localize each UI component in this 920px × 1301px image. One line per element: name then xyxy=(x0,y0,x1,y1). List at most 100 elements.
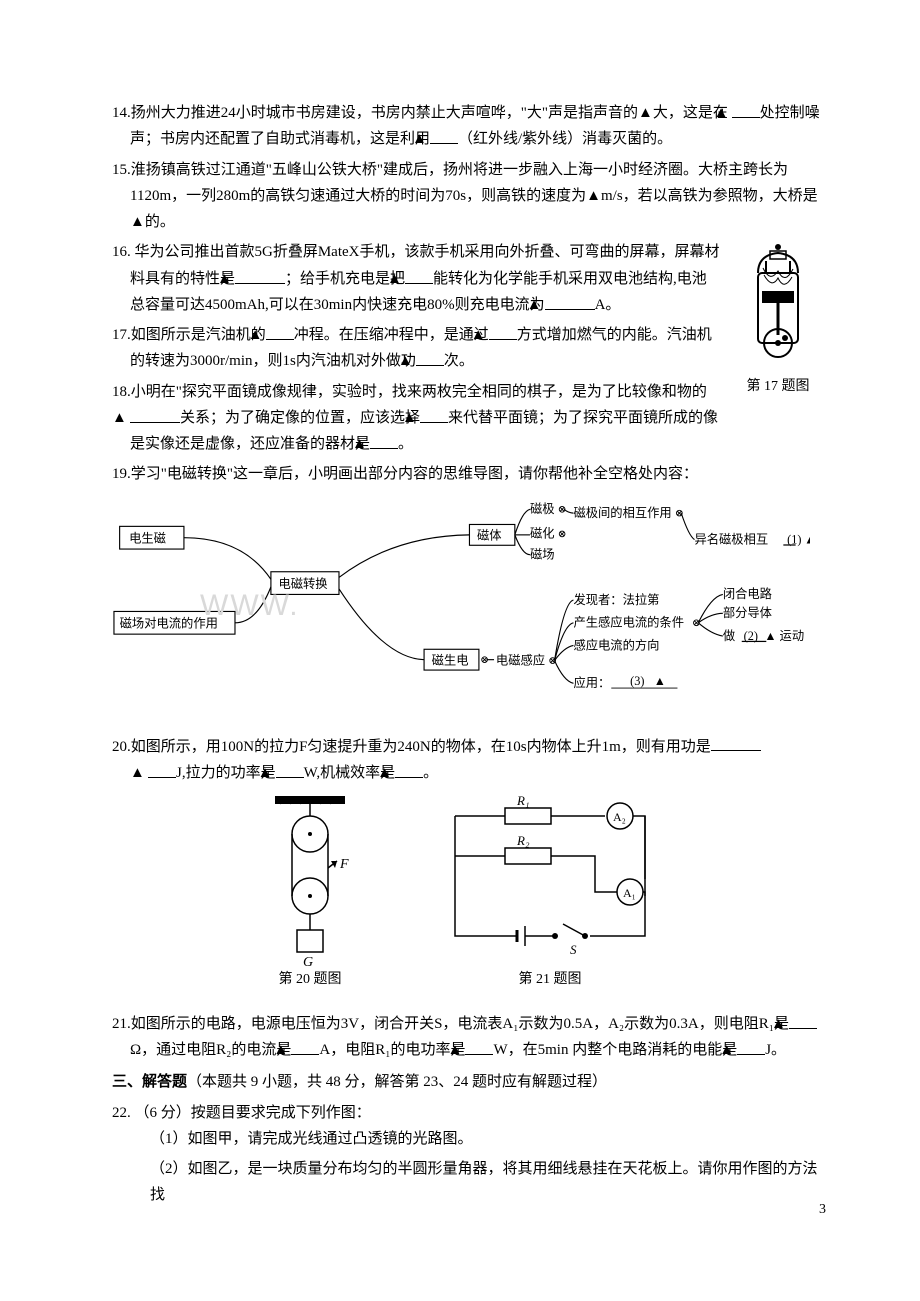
q21-c: A，电阻R₁的电功率是 xyxy=(319,1042,465,1058)
svg-text:电磁转换: 电磁转换 xyxy=(278,575,327,590)
pulley-icon: F G xyxy=(255,796,365,966)
blank-underline xyxy=(711,733,761,751)
q15-b: m/s，若以高铁为参照物，大桥是 xyxy=(601,188,818,204)
engine-icon xyxy=(730,243,826,363)
question-18: 18.小明在"探究平面镜成像规律，实验时，找来两枚完全相同的棋子，是为了比较像和… xyxy=(94,379,826,458)
blank-triangle: ▲ xyxy=(586,188,601,204)
q21-b: Ω，通过电阻R₂的电流是 xyxy=(130,1042,291,1058)
q22-text: （6 分）按题目要求完成下列作图： xyxy=(135,1105,371,1121)
blank-underline: ▲ xyxy=(370,431,398,449)
blank-underline: ▲ xyxy=(420,405,448,423)
blank-underline: ▲ xyxy=(276,760,304,778)
svg-text:闭合电路: 闭合电路 xyxy=(723,586,772,601)
svg-text:S: S xyxy=(570,942,577,957)
q20-a: 如图所示，用100N的拉力F匀速提升重为240N的物体，在10s内物体上升1m，… xyxy=(131,739,711,755)
question-22: 22. （6 分）按题目要求完成下列作图： （1）如图甲，请完成光线通过凸透镜的… xyxy=(94,1100,826,1209)
blank-underline: ▲ xyxy=(545,292,595,310)
q17-d: 次。 xyxy=(444,353,474,369)
blank-triangle: ▲ xyxy=(130,214,145,230)
q20-d: 。 xyxy=(423,765,438,781)
mindmap-diagram: .node-box { fill: #fff; stroke: #000; st… xyxy=(110,498,810,715)
q20-caption: 第 20 题图 xyxy=(279,968,342,993)
svg-text:F: F xyxy=(339,857,349,872)
svg-text:R₂: R₂ xyxy=(516,833,530,848)
blank-underline: ▲ xyxy=(737,1037,765,1055)
q21-e: J。 xyxy=(765,1042,786,1058)
blank-underline: ▲ xyxy=(465,1037,493,1055)
svg-text:(1): (1) xyxy=(787,532,801,546)
q22-num: 22. xyxy=(112,1105,131,1121)
section-3-title: 三、解答题 xyxy=(112,1074,187,1090)
section-3-heading: 三、解答题（本题共 9 小题，共 48 分，解答第 23、24 题时应有解题过程… xyxy=(112,1069,826,1095)
blank-underline: ▲ xyxy=(148,760,176,778)
blank-underline: ▲ xyxy=(291,1037,319,1055)
question-14: 14.扬州大力推进24小时城市书房建设，书房内禁止大声喧哗，"大"声是指声音的▲… xyxy=(94,100,826,153)
question-17: 17.如图所示是汽油机的▲冲程。在压缩冲程中，是通过▲方式增加燃气的内能。汽油机… xyxy=(94,322,826,375)
svg-text:感应电流的方向: 感应电流的方向 xyxy=(573,637,659,652)
page-number: 3 xyxy=(819,1198,826,1223)
q19-num: 19. xyxy=(112,466,131,482)
figures-row: F G 第 20 题图 xyxy=(94,796,826,993)
question-16: 16. 华为公司推出首款5G折叠屏MateX手机，该款手机采用向外折叠、可弯曲的… xyxy=(94,239,826,318)
q22-sub2: （2）如图乙，是一块质量分布均匀的半圆形量角器，将其用细线悬挂在天花板上。请你用… xyxy=(94,1156,826,1209)
blank-underline: ▲ xyxy=(405,266,433,284)
svg-text:部分导体: 部分导体 xyxy=(723,605,772,620)
svg-text:G: G xyxy=(303,955,313,966)
q21-a: 如图所示的电路，电源电压恒为3V，闭合开关S，电流表A₁示数为0.5A，A₂示数… xyxy=(131,1016,789,1032)
svg-text:应用：: 应用： xyxy=(573,675,610,690)
q22-sub1: （1）如图甲，请完成光线通过凸透镜的光路图。 xyxy=(94,1126,826,1152)
svg-text:(2): (2) xyxy=(744,628,758,642)
question-15: 15.淮扬镇高铁过江通道"五峰山公铁大桥"建成后，扬州将进一步融入上海一小时经济… xyxy=(94,157,826,236)
section-3-note: （本题共 9 小题，共 48 分，解答第 23、24 题时应有解题过程） xyxy=(187,1074,607,1090)
q18-b: 关系；为了确定像的位置，应该选择 xyxy=(180,410,420,426)
svg-text:▲: ▲ xyxy=(764,628,776,642)
q14-num: 14. xyxy=(112,105,131,121)
q17-b: 冲程。在压缩冲程中，是通过 xyxy=(294,327,489,343)
q18-d: 。 xyxy=(398,436,413,452)
svg-text:发现者：法拉第: 发现者：法拉第 xyxy=(573,591,659,606)
svg-text:磁生电: 磁生电 xyxy=(432,652,469,667)
svg-text:磁场对电流的作用: 磁场对电流的作用 xyxy=(120,615,218,630)
blank-underline: ▲ xyxy=(789,1011,817,1029)
svg-text:磁极间的相互作用: 磁极间的相互作用 xyxy=(573,504,671,519)
q17-engine-figure: 第 17 题图 xyxy=(730,243,826,399)
svg-text:(3): (3) xyxy=(630,674,644,688)
q17-num: 17. xyxy=(112,327,131,343)
svg-text:运动: 运动 xyxy=(780,628,805,642)
q18-num: 18. xyxy=(112,384,131,400)
q15-num: 15. xyxy=(112,162,131,178)
circuit-icon: R₁ R₂ A₂ A₁ S xyxy=(435,796,665,966)
q21-d: W，在5min 内整个电路消耗的电能是 xyxy=(493,1042,737,1058)
blank-triangle: ▲ xyxy=(638,105,653,121)
q20-num: 20. xyxy=(112,739,131,755)
blank-underline: ▲ xyxy=(430,126,458,144)
svg-text:电生磁: 电生磁 xyxy=(129,530,166,545)
svg-text:异名磁极相互: 异名磁极相互 xyxy=(694,531,768,546)
svg-text:电磁感应: 电磁感应 xyxy=(496,652,545,667)
q21-num: 21. xyxy=(112,1016,131,1032)
blank-underline: ▲ xyxy=(489,322,517,340)
q16-num: 16. xyxy=(112,244,131,260)
question-19: 19.学习"电磁转换"这一章后，小明画出部分内容的思维导图，请你帮他补全空格处内… xyxy=(94,461,826,487)
svg-text:A₂: A₂ xyxy=(613,810,626,824)
q20-figure: F G 第 20 题图 xyxy=(255,796,365,993)
q14-d: （红外线/紫外线）消毒灭菌的。 xyxy=(458,131,672,147)
blank-underline: ▲ xyxy=(416,348,444,366)
svg-text:做: 做 xyxy=(723,627,735,642)
svg-text:R₁: R₁ xyxy=(516,796,529,808)
svg-text:A₁: A₁ xyxy=(623,886,636,900)
question-20: 20.如图所示，用100N的拉力F匀速提升重为240N的物体，在10s内物体上升… xyxy=(94,733,826,787)
q14-a: 扬州大力推进24小时城市书房建设，书房内禁止大声喧哗，"大"声是指声音的 xyxy=(131,105,638,121)
blank-underline: ▲ xyxy=(235,266,285,284)
q16-d: A。 xyxy=(595,297,621,313)
blank-underline: ▲ xyxy=(266,322,294,340)
svg-text:磁体: 磁体 xyxy=(477,527,502,542)
mindmap-svg: .node-box { fill: #fff; stroke: #000; st… xyxy=(110,498,810,706)
q21-figure: R₁ R₂ A₂ A₁ S 第 21 题图 xyxy=(435,796,665,993)
q17-a: 如图所示是汽油机的 xyxy=(131,327,266,343)
svg-text:产生感应电流的条件: 产生感应电流的条件 xyxy=(573,614,684,629)
svg-text:▲: ▲ xyxy=(654,674,666,688)
question-21: 21.如图所示的电路，电源电压恒为3V，闭合开关S，电流表A₁示数为0.5A，A… xyxy=(94,1011,826,1064)
svg-text:磁场: 磁场 xyxy=(530,546,555,561)
q15-c: 的。 xyxy=(145,214,175,230)
